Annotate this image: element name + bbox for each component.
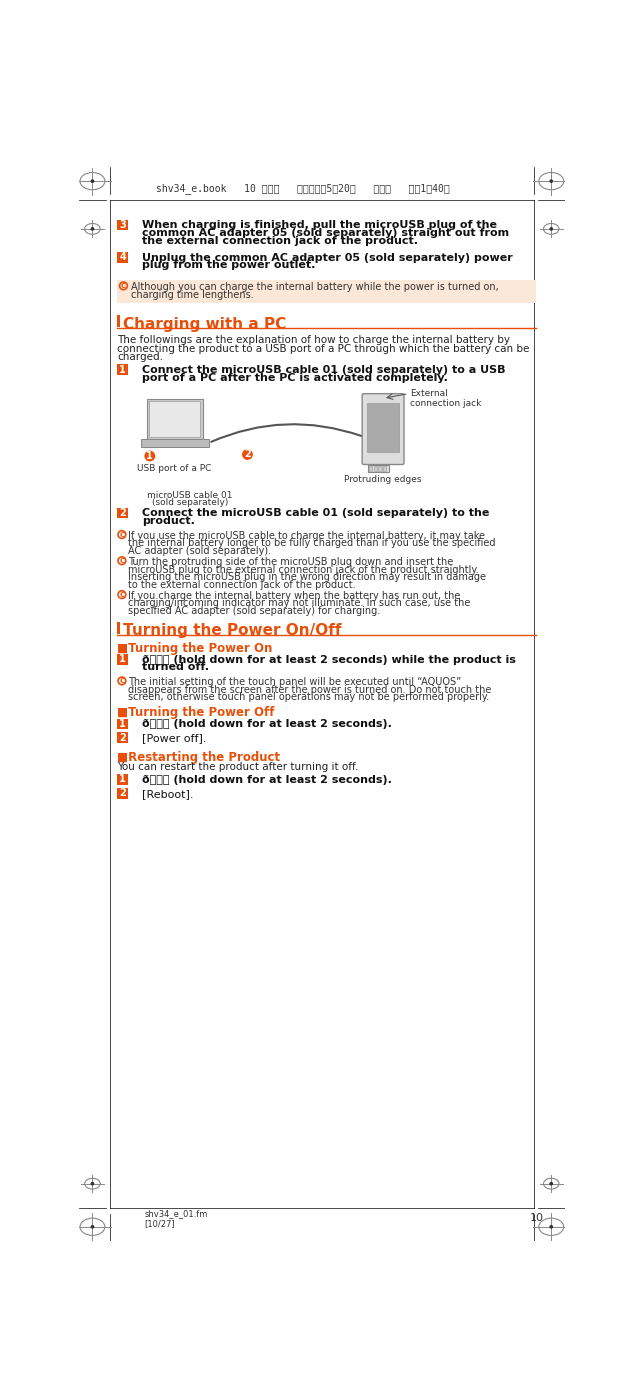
FancyBboxPatch shape <box>117 718 128 729</box>
Bar <box>147 399 202 439</box>
Text: product.: product. <box>142 516 195 526</box>
Text: C: C <box>119 531 124 538</box>
Text: Charging with a PC: Charging with a PC <box>124 316 287 332</box>
Bar <box>149 401 200 436</box>
FancyBboxPatch shape <box>117 788 128 799</box>
Text: When charging is finished, pull the microUSB plug of the: When charging is finished, pull the micr… <box>142 220 497 230</box>
Text: 3: 3 <box>119 220 126 230</box>
Text: C: C <box>119 677 124 684</box>
Text: (sold separately): (sold separately) <box>152 498 229 506</box>
Bar <box>367 403 399 452</box>
Text: If you charge the internal battery when the battery has run out, the: If you charge the internal battery when … <box>128 591 460 601</box>
Text: 1: 1 <box>119 654 126 665</box>
Text: ð (hold down for at least 2 seconds).: ð (hold down for at least 2 seconds). <box>142 775 392 785</box>
Text: Connect the microUSB cable 01 (sold separately) to a USB: Connect the microUSB cable 01 (sold sepa… <box>142 365 506 375</box>
Text: charging time lengthens.: charging time lengthens. <box>131 290 254 300</box>
Bar <box>117 315 121 328</box>
Circle shape <box>242 449 253 460</box>
Circle shape <box>91 180 94 183</box>
Circle shape <box>91 1182 94 1185</box>
Text: ð (hold down for at least 2 seconds) while the product is: ð (hold down for at least 2 seconds) … <box>142 655 516 665</box>
Text: shv34_e.book   10 ページ   ２０１６年5月20日   金曜日   午後1時40分: shv34_e.book 10 ページ ２０１６年5月20日 金曜日 午後1時4… <box>156 184 450 194</box>
Text: 2: 2 <box>119 733 126 743</box>
Circle shape <box>91 1225 94 1228</box>
Circle shape <box>550 1225 553 1228</box>
Text: Turning the Power On/Off: Turning the Power On/Off <box>124 623 342 638</box>
Circle shape <box>550 1182 553 1185</box>
Bar <box>379 466 382 471</box>
FancyBboxPatch shape <box>117 507 128 519</box>
Text: 2: 2 <box>244 449 251 460</box>
Text: 1: 1 <box>146 452 153 461</box>
Text: ð (hold down for at least 2 seconds).: ð (hold down for at least 2 seconds). <box>142 719 392 729</box>
Text: ■Turning the Power Off: ■Turning the Power Off <box>117 707 275 719</box>
Text: 1: 1 <box>119 365 126 375</box>
Text: Protruding edges: Protruding edges <box>344 474 422 484</box>
Text: If you use the microUSB cable to charge the internal battery, it may take: If you use the microUSB cable to charge … <box>128 531 485 541</box>
Text: 4: 4 <box>119 252 126 262</box>
Text: to the external connection jack of the product.: to the external connection jack of the p… <box>128 580 355 590</box>
FancyBboxPatch shape <box>117 774 128 785</box>
FancyBboxPatch shape <box>362 393 404 464</box>
Bar <box>374 466 377 471</box>
Text: 2: 2 <box>119 788 126 799</box>
Circle shape <box>91 227 94 230</box>
FancyBboxPatch shape <box>117 654 128 665</box>
Text: 10: 10 <box>529 1213 543 1224</box>
Text: Turn the protruding side of the microUSB plug down and insert the: Turn the protruding side of the microUSB… <box>128 556 453 567</box>
Text: 2: 2 <box>119 507 126 519</box>
Text: Connect the microUSB cable 01 (sold separately) to the: Connect the microUSB cable 01 (sold sepa… <box>142 509 489 519</box>
Circle shape <box>550 227 553 230</box>
Text: [Power off].: [Power off]. <box>142 733 207 743</box>
Bar <box>141 439 208 447</box>
Bar <box>383 466 386 471</box>
Text: ■Turning the Power On: ■Turning the Power On <box>117 641 273 655</box>
FancyBboxPatch shape <box>117 220 128 230</box>
Text: Unplug the common AC adapter 05 (sold separately) power: Unplug the common AC adapter 05 (sold se… <box>142 252 513 262</box>
Text: charged.: charged. <box>117 353 163 362</box>
Text: ■Restarting the Product: ■Restarting the Product <box>117 751 280 764</box>
Text: [Reboot].: [Reboot]. <box>142 789 193 799</box>
Text: specified AC adapter (sold separately) for charging.: specified AC adapter (sold separately) f… <box>128 606 381 616</box>
Text: Inserting the microUSB plug in the wrong direction may result in damage: Inserting the microUSB plug in the wrong… <box>128 573 486 583</box>
FancyBboxPatch shape <box>117 732 128 743</box>
Text: 1: 1 <box>119 775 126 785</box>
Text: connecting the product to a USB port of a PC through which the battery can be: connecting the product to a USB port of … <box>117 343 529 354</box>
Text: C: C <box>119 591 124 598</box>
Text: The followings are the explanation of how to charge the internal battery by: The followings are the explanation of ho… <box>117 335 510 346</box>
Text: Although you can charge the internal battery while the power is turned on,: Although you can charge the internal bat… <box>131 282 499 291</box>
Circle shape <box>144 450 155 461</box>
Text: C: C <box>119 558 124 563</box>
Text: common AC adapter 05 (sold separately) straight out from: common AC adapter 05 (sold separately) s… <box>142 229 509 238</box>
Text: disappears from the screen after the power is turned on. Do not touch the: disappears from the screen after the pow… <box>128 684 492 694</box>
Text: the internal battery longer to be fully charged than if you use the specified: the internal battery longer to be fully … <box>128 538 495 548</box>
FancyBboxPatch shape <box>117 252 128 262</box>
Text: External
connection jack: External connection jack <box>410 389 482 408</box>
Text: plug from the power outlet.: plug from the power outlet. <box>142 261 315 270</box>
Text: screen, otherwise touch panel operations may not be performed properly.: screen, otherwise touch panel operations… <box>128 693 489 703</box>
Bar <box>367 464 389 473</box>
Text: 1: 1 <box>119 719 126 729</box>
FancyBboxPatch shape <box>117 280 536 302</box>
Text: microUSB plug to the external connection jack of the product straightly.: microUSB plug to the external connection… <box>128 565 479 574</box>
Text: USB port of a PC: USB port of a PC <box>138 464 212 473</box>
Circle shape <box>550 180 553 183</box>
Text: charging/incoming indicator may not illuminate. In such case, use the: charging/incoming indicator may not illu… <box>128 598 470 608</box>
Text: microUSB cable 01: microUSB cable 01 <box>148 491 233 499</box>
FancyBboxPatch shape <box>117 364 128 375</box>
Text: the external connection jack of the product.: the external connection jack of the prod… <box>142 236 418 245</box>
Text: port of a PC after the PC is activated completely.: port of a PC after the PC is activated c… <box>142 372 448 383</box>
Text: You can restart the product after turning it off.: You can restart the product after turnin… <box>117 761 359 772</box>
Text: turned off.: turned off. <box>142 662 209 672</box>
Text: C: C <box>121 283 126 289</box>
Text: shv34_e_01.fm
[10/27]: shv34_e_01.fm [10/27] <box>144 1209 208 1228</box>
Text: The initial setting of the touch panel will be executed until “AQUOS”: The initial setting of the touch panel w… <box>128 677 462 687</box>
Bar <box>369 466 372 471</box>
Text: AC adapter (sold separately).: AC adapter (sold separately). <box>128 546 271 556</box>
Bar <box>117 622 121 634</box>
